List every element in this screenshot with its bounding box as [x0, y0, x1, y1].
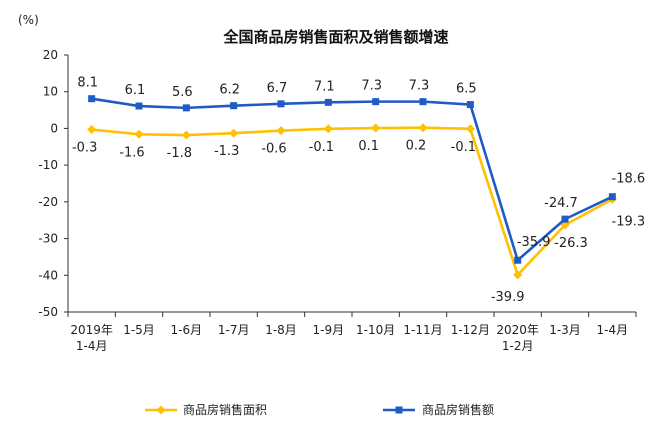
data-point — [466, 101, 474, 109]
data-point — [371, 123, 381, 133]
data-point — [323, 124, 333, 134]
data-label: 7.1 — [314, 79, 335, 94]
data-label: 0.1 — [358, 139, 379, 154]
x-tick-label: 1-5月 — [123, 323, 155, 337]
axes: 20 10 0 -10 -20 -30 -40 -50 2019年 1-4月 1-5月 1-6月 1-7… — [38, 48, 637, 353]
data-label: 6.1 — [125, 83, 146, 98]
legend-marker — [395, 406, 403, 414]
x-tick-label: 1-11月 — [403, 323, 442, 337]
data-label: -0.1 — [451, 140, 476, 155]
data-label: -1.3 — [214, 144, 239, 159]
y-axis-unit: (%) — [18, 13, 39, 27]
series-line-0 — [91, 126, 613, 277]
y-tick-label: -30 — [38, 232, 58, 246]
y-tick-label: 10 — [43, 85, 58, 99]
y-tick-label: -20 — [38, 195, 58, 209]
data-label: 8.1 — [77, 76, 98, 91]
series-layer: -0.3 -1.6 -1.8 -1.3 -0.6 -0.1 0.1 0.2 -0.1 -39.9 -… — [72, 76, 645, 305]
data-point — [419, 98, 427, 106]
data-label: -18.6 — [612, 172, 646, 187]
data-point — [418, 123, 428, 133]
x-tick-label: 2020年 1-2月 — [496, 323, 539, 353]
data-point — [608, 193, 616, 201]
data-point — [465, 124, 475, 134]
data-point — [229, 128, 239, 138]
data-point — [276, 126, 286, 136]
data-point — [372, 98, 380, 106]
y-tick-label: 0 — [50, 121, 58, 135]
data-point — [134, 129, 144, 139]
data-point — [324, 98, 332, 106]
data-point — [513, 270, 523, 280]
data-point — [182, 104, 190, 112]
series-line-1 — [91, 97, 613, 262]
x-tick-label: 1-8月 — [265, 323, 297, 337]
data-point — [87, 125, 97, 135]
x-tick-label: 1-6月 — [171, 323, 203, 337]
data-label: 7.3 — [361, 79, 382, 94]
data-point — [230, 102, 238, 110]
x-tick-label: 1-12月 — [451, 323, 490, 337]
legend-marker — [156, 405, 166, 415]
data-label: 6.2 — [219, 83, 240, 98]
legend: 商品房销售面积 商品房销售额 — [145, 402, 494, 417]
data-label: -1.6 — [119, 145, 144, 160]
data-label: -24.7 — [544, 196, 578, 211]
data-point — [561, 215, 569, 223]
data-label: 6.7 — [267, 81, 288, 96]
legend-label: 商品房销售额 — [422, 402, 494, 417]
y-tick-label: 20 — [43, 48, 58, 62]
data-label: 0.2 — [406, 139, 427, 154]
data-label: 5.6 — [172, 85, 193, 100]
x-tick-label: 2019年 1-4月 — [70, 323, 113, 353]
data-point — [135, 102, 143, 110]
data-label: -39.9 — [491, 290, 525, 305]
data-label: -0.3 — [72, 141, 97, 156]
data-label: 7.3 — [409, 79, 430, 94]
data-point — [88, 95, 96, 103]
data-label: -0.1 — [309, 140, 334, 155]
data-label: -19.3 — [612, 214, 646, 229]
data-point — [514, 256, 522, 264]
chart-title: 全国商品房销售面积及销售额增速 — [222, 28, 448, 46]
data-label: -26.3 — [554, 236, 588, 251]
x-tick-label: 1-4月 — [597, 323, 629, 337]
x-tick-label: 1-10月 — [356, 323, 395, 337]
data-label: -35.9 — [517, 235, 551, 250]
y-tick-label: -10 — [38, 158, 58, 172]
legend-label: 商品房销售面积 — [183, 402, 267, 417]
data-label: -0.6 — [261, 142, 286, 157]
y-tick-label: -50 — [38, 305, 58, 319]
x-tick-label: 1-7月 — [218, 323, 250, 337]
data-point — [181, 130, 191, 140]
y-tick-label: -40 — [38, 268, 58, 282]
data-label: -1.8 — [167, 146, 192, 161]
data-label: 6.5 — [456, 82, 477, 97]
x-tick-label: 1-9月 — [313, 323, 345, 337]
x-tick-label: 1-3月 — [549, 323, 581, 337]
data-point — [277, 100, 285, 108]
